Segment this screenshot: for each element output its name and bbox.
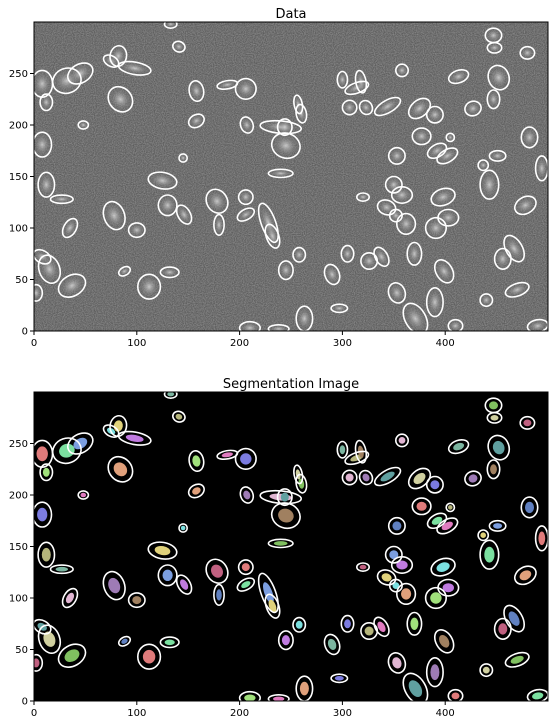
source-blob bbox=[297, 308, 312, 330]
segment bbox=[525, 502, 534, 513]
x-tick-label: 300 bbox=[333, 338, 352, 349]
segment bbox=[360, 565, 367, 570]
segment bbox=[344, 619, 351, 628]
segment bbox=[37, 508, 47, 522]
segment bbox=[244, 695, 255, 702]
source-blob bbox=[279, 262, 292, 279]
segment bbox=[365, 627, 374, 636]
segment bbox=[490, 464, 497, 474]
source-blob bbox=[159, 196, 176, 215]
y-tick-label: 150 bbox=[9, 172, 28, 183]
segment bbox=[452, 693, 460, 700]
y-tick-label: 100 bbox=[9, 224, 28, 235]
x-tick-label: 200 bbox=[230, 708, 249, 719]
source-blob bbox=[522, 128, 537, 147]
segmentation-panel-title: Segmentation Image bbox=[223, 377, 359, 392]
source-blob bbox=[428, 289, 443, 315]
segment bbox=[56, 567, 68, 572]
segment bbox=[410, 618, 418, 630]
segment bbox=[498, 623, 507, 634]
segment bbox=[282, 635, 290, 645]
x-tick-label: 0 bbox=[31, 708, 37, 719]
data-x-axis: 0 100 200 300 400 bbox=[31, 331, 455, 349]
segment bbox=[430, 592, 441, 603]
segment bbox=[538, 532, 545, 546]
segment bbox=[42, 548, 51, 562]
x-tick-label: 200 bbox=[230, 338, 249, 349]
segment bbox=[340, 445, 346, 454]
segment bbox=[417, 502, 427, 511]
source-blob bbox=[39, 174, 54, 196]
segment bbox=[335, 676, 344, 681]
segment bbox=[163, 570, 173, 581]
source-blob bbox=[486, 29, 501, 42]
segmentation-x-axis: 0 100 200 300 400 bbox=[31, 701, 455, 719]
segmentation-y-axis: 0 50 100 150 200 250 bbox=[9, 439, 34, 708]
segmentation-panel: Segmentation Image 0 100 200 300 400 0 50 100 1… bbox=[9, 377, 549, 719]
segment bbox=[491, 415, 499, 421]
source-blob bbox=[481, 172, 498, 198]
data-panel: Data 0 100 200 300 400 0 50 100 150 200 250 bbox=[9, 7, 549, 349]
segment bbox=[274, 541, 288, 546]
segment bbox=[242, 563, 250, 571]
segment bbox=[480, 532, 486, 538]
y-tick-label: 250 bbox=[9, 69, 28, 80]
segment bbox=[346, 474, 354, 482]
source-blob bbox=[393, 188, 412, 203]
segment bbox=[483, 667, 490, 674]
data-y-axis: 0 50 100 150 200 250 bbox=[9, 69, 34, 338]
x-tick-label: 100 bbox=[127, 338, 146, 349]
segment bbox=[143, 650, 155, 664]
segment bbox=[399, 437, 406, 444]
segment bbox=[281, 493, 289, 502]
source-blob bbox=[398, 215, 415, 234]
y-tick-label: 200 bbox=[9, 121, 28, 132]
x-tick-label: 300 bbox=[333, 708, 352, 719]
y-tick-label: 50 bbox=[15, 645, 28, 656]
x-tick-label: 400 bbox=[436, 338, 455, 349]
y-tick-label: 0 bbox=[22, 327, 28, 338]
x-tick-label: 0 bbox=[31, 338, 37, 349]
segment bbox=[81, 493, 87, 498]
segment bbox=[216, 589, 222, 600]
source-blob bbox=[413, 129, 430, 144]
source-blob bbox=[33, 72, 52, 96]
y-tick-label: 100 bbox=[9, 594, 28, 605]
segment bbox=[484, 547, 494, 563]
y-tick-label: 0 bbox=[22, 697, 28, 708]
source-blob bbox=[129, 224, 144, 237]
segment bbox=[37, 446, 48, 461]
source-blob bbox=[536, 157, 547, 179]
segment bbox=[401, 588, 411, 599]
segment bbox=[392, 521, 401, 530]
segment bbox=[132, 596, 141, 604]
segment bbox=[165, 640, 175, 646]
source-blob bbox=[408, 244, 421, 264]
segment bbox=[300, 682, 309, 696]
y-tick-label: 200 bbox=[9, 491, 28, 502]
y-tick-label: 150 bbox=[9, 542, 28, 553]
data-panel-title: Data bbox=[275, 7, 306, 22]
segment bbox=[430, 664, 439, 680]
source-blob bbox=[439, 210, 458, 225]
y-tick-label: 50 bbox=[15, 275, 28, 286]
source-blob bbox=[237, 80, 256, 99]
segment bbox=[523, 420, 531, 427]
source-blob bbox=[34, 134, 51, 156]
segment bbox=[43, 468, 50, 477]
source-blob bbox=[139, 276, 159, 298]
source-blob bbox=[390, 149, 405, 164]
segment bbox=[181, 526, 186, 531]
source-blob bbox=[488, 91, 499, 108]
segment bbox=[240, 453, 251, 464]
segment bbox=[493, 523, 502, 529]
x-tick-label: 400 bbox=[436, 708, 455, 719]
y-tick-label: 250 bbox=[9, 439, 28, 450]
segment bbox=[430, 480, 439, 489]
segment bbox=[489, 401, 498, 409]
segment bbox=[448, 505, 453, 510]
segment bbox=[296, 621, 303, 629]
x-tick-label: 100 bbox=[127, 708, 146, 719]
